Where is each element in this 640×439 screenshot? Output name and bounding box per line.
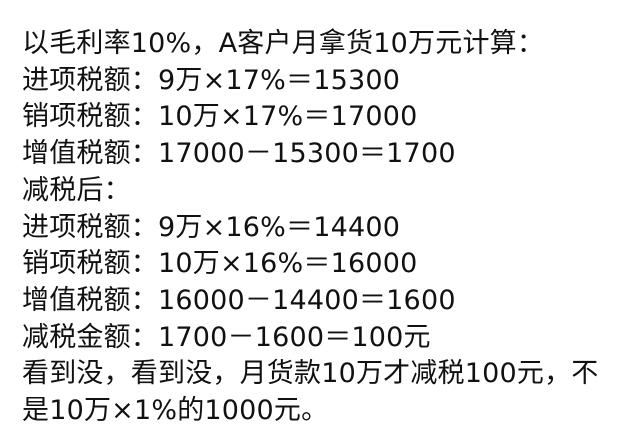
conclusion-line-1: 看到没，看到没，月货款10万才减税100元，不 [22,358,599,390]
vat-line-after: 增值税额：16000－14400＝1600 [22,284,456,316]
intro-line: 以毛利率10%，A客户月拿货10万元计算： [22,28,545,59]
output-tax-line-before: 销项税额：10万×17%＝17000 [22,101,418,133]
input-tax-line-before: 进项税额：9万×17%＝15300 [22,64,401,96]
input-tax-line-after: 进项税额：9万×16%＝14400 [22,211,401,243]
output-tax-line-after: 销项税额：10万×16%＝16000 [22,248,418,280]
after-reduction-heading: 减税后： [22,174,131,206]
vat-line-before: 增值税额：17000－15300＝1700 [22,138,456,170]
conclusion-line-2: 是10万×1%的1000元。 [22,395,329,427]
tax-calculation-text: 以毛利率10%，A客户月拿货10万元计算： 进项税额：9万×17%＝15300 … [22,26,599,430]
reduction-amount-line: 减税金额：1700－1600＝100元 [22,321,431,353]
